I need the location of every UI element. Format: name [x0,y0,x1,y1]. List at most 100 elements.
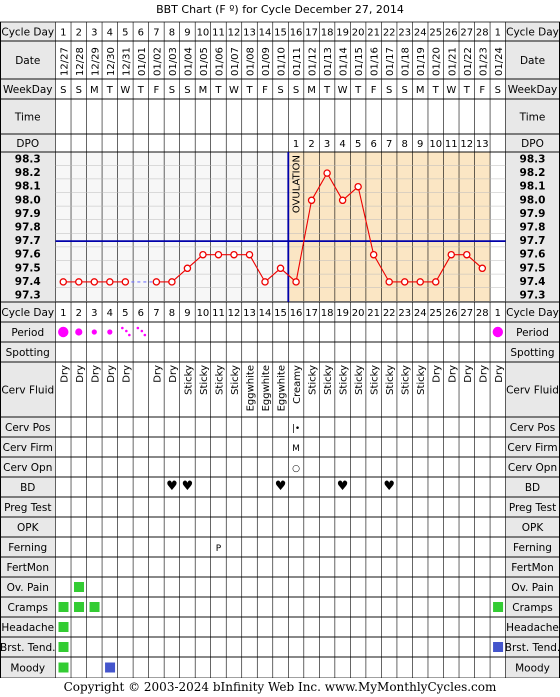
cycle-day-number: 12 [228,308,241,319]
row-label-right-cerv_opn: Cerv Opn [508,462,557,474]
bd-heart-icon: ♥ [275,479,287,494]
row-label-left-headache: Headache [1,622,54,634]
date-label: 12/31 [121,47,132,76]
row-label-left-cycle_day: Cycle Day [1,27,54,39]
temperature-point [75,278,83,286]
cerv-fluid-label: Sticky [401,365,412,395]
temp-label-left: 98.3 [15,154,41,166]
row-label-cell-left [0,342,56,362]
cycle-day-number: 7 [153,28,159,39]
cerv-fluid-label: Dry [106,365,117,383]
temperature-point [199,250,207,259]
row-label-cell-right [505,342,560,362]
temp-label-left: 98.2 [15,167,41,179]
weekday-letter: M [307,85,316,96]
dpo-number: 5 [355,139,361,150]
cycle-day-number: 9 [184,28,190,39]
cerv-fluid-label: Sticky [323,365,334,395]
cerv-fluid-label: Sticky [199,365,210,395]
cycle-day-number: 21 [367,308,380,319]
copyright-footer: Copyright © 2003-2024 bInfinity Web Inc.… [63,680,497,694]
headache-square [58,622,69,632]
date-label: 12/28 [75,47,86,76]
cycle-day-number: 18 [321,28,334,39]
weekday-letter: T [106,85,114,96]
row-label-left-dpo: DPO [16,138,39,150]
weekday-letter: W [120,85,130,96]
weekday-letter: W [446,85,456,96]
cycle-day-number: 26 [445,28,458,39]
date-label: 01/07 [230,47,241,76]
cycle-day-number: 25 [429,28,442,39]
date-label: 01/19 [416,47,427,76]
moody-square [58,662,69,673]
weekday-letter: S [184,85,190,96]
row-label-cell-right [505,477,560,497]
temp-label-left: 97.9 [15,208,41,220]
row-label-right-cycle_day: Cycle Day [506,307,559,319]
cycle-day-number: 10 [197,28,210,39]
weekday-letter: S [386,85,392,96]
row-label-right-fertmon: FertMon [511,562,554,574]
temperature-point [400,278,409,286]
temperature-point [106,278,114,286]
cerv-fluid-label: Dry [168,365,179,383]
cerv-fluid-label: Eggwhite [246,365,257,411]
cerv-fluid-label: Dry [121,365,132,383]
row-label-left-bd: BD [20,482,35,494]
row-label-cell-left [0,477,56,497]
row-label-cell-right [505,322,560,342]
date-label: 12/27 [59,47,70,76]
weekday-letter: M [416,85,425,96]
temp-label-right: 97.4 [520,276,546,288]
row-label-cell-right [505,362,560,417]
row-label-cell-right [505,41,560,79]
row-label-left-ferning: Ferning [8,542,47,554]
brst-tend-square [493,642,504,652]
weekday-letter: S [402,85,408,96]
row-label-cell-right [505,617,560,637]
dpo-number: 10 [429,139,442,150]
cycle-day-number: 27 [460,28,473,39]
temperature-point [214,250,223,259]
date-label: 01/22 [463,47,474,76]
temperature-line-segment [311,172,328,201]
pre-ovulation-area [55,152,289,302]
cramps-square [74,602,85,612]
weekday-letter: S [277,85,283,96]
weekday-letter: S [495,85,501,96]
row-label-right-dpo: DPO [521,138,544,150]
period-dot [107,329,113,335]
temperature-point [292,278,300,286]
row-label-right-ferning: Ferning [513,542,552,554]
weekday-letter: F [479,85,485,96]
row-label-left-cramps: Cramps [8,602,48,614]
row-label-cell-left [0,22,56,41]
bd-heart-icon: ♥ [166,479,178,494]
cycle-day-number: 5 [122,28,128,39]
ov-pain-square [74,582,85,592]
cycle-day-number: 14 [259,28,272,39]
row-label-cell-right [505,99,560,134]
row-label-left-cycle_day: Cycle Day [1,307,54,319]
row-label-cell-left [0,517,56,537]
temperature-line-segment [326,172,344,201]
cycle-day-number: 9 [184,308,190,319]
row-label-right-period: Period [516,327,549,339]
temp-label-right: 98.3 [520,154,546,166]
row-label-left-brst_tend: Brst. Tend. [0,642,56,654]
row-label-cell-left [0,362,56,417]
row-label-cell-left [0,99,56,134]
cerv-fluid-label: Sticky [308,365,319,395]
weekday-letter: S [293,85,299,96]
cerv-fluid-label: Dry [90,365,101,383]
temperature-line-segment [295,200,313,283]
temperature-point [463,250,471,259]
weekday-letter: S [76,85,82,96]
cycle-day-number: 13 [243,28,256,39]
weekday-letter: M [199,85,208,96]
row-label-right-cycle_day: Cycle Day [506,27,559,39]
brst-tend-square [58,642,69,652]
temperature-point [478,264,487,273]
